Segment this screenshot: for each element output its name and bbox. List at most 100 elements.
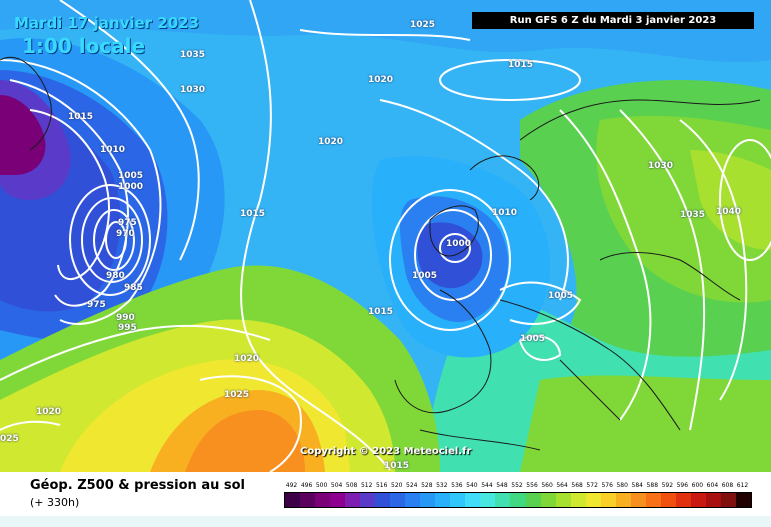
- scale-value-label: 496: [300, 482, 313, 489]
- scale-value-label: 500: [315, 482, 328, 489]
- isobar-label: 1010: [100, 145, 126, 155]
- isobar-label: 1005: [548, 291, 574, 301]
- scale-color-cell: [555, 493, 571, 507]
- isobar-label: 1030: [648, 161, 674, 171]
- scale-value-label: 536: [451, 482, 463, 489]
- isobar-label: 1020: [368, 75, 394, 85]
- scale-value-label: 516: [375, 482, 388, 489]
- isobar-label: 1005: [412, 271, 438, 281]
- scale-color-cell: [600, 493, 616, 507]
- scale-value-label: 504: [330, 482, 343, 489]
- isobar-label: 985: [124, 283, 143, 293]
- scale-color-cell: [645, 493, 661, 507]
- scale-color-cell: [360, 493, 376, 507]
- scale-color-cell: [465, 493, 481, 507]
- scale-value-label: 580: [616, 482, 628, 489]
- scale-color-cell: [525, 493, 541, 507]
- scale-color-cell: [285, 493, 301, 507]
- isobar-label: 980: [106, 271, 125, 281]
- legend-title: Géop. Z500 & pression au sol: [30, 478, 245, 493]
- scale-color-cell: [510, 493, 526, 507]
- isobar-label: 1005: [520, 334, 546, 344]
- scale-color-cell: [435, 493, 451, 507]
- scale-value-label: 600: [691, 482, 704, 489]
- isobar-label: 1015: [384, 461, 410, 471]
- isobar-label: 1015: [68, 112, 94, 122]
- scale-color-cell: [585, 493, 601, 507]
- isobar-label: 1030: [180, 85, 206, 95]
- scale-color-cell: [300, 493, 316, 507]
- scale-color-cell: [735, 493, 751, 507]
- isobar-label: 1000: [118, 182, 144, 192]
- scale-value-label: 596: [676, 482, 689, 489]
- scale-color-cell: [495, 493, 511, 507]
- isobar-label: 970: [116, 229, 135, 239]
- forecast-date-label: Mardi 17 janvier 2023: [14, 14, 200, 32]
- legend-subtitle: (+ 330h): [30, 496, 80, 509]
- isobar-label: 1020: [36, 407, 62, 417]
- forecast-hour-label: 1:00 locale: [22, 34, 146, 58]
- isobar-label: 1025: [224, 390, 250, 400]
- scale-color-cell: [330, 493, 346, 507]
- scale-color-cell: [450, 493, 466, 507]
- scale-value-label: 572: [586, 482, 598, 489]
- isobar-label: 1025: [410, 20, 436, 30]
- scale-color-cell: [660, 493, 676, 507]
- isobar-label: 975: [87, 300, 106, 310]
- isobar-label: 1000: [446, 239, 472, 249]
- isobar-label: 1005: [118, 171, 144, 181]
- legend-footer: Géop. Z500 & pression au sol (+ 330h) 49…: [0, 472, 771, 527]
- scale-value-label: 608: [721, 482, 734, 489]
- scale-color-cell: [375, 493, 391, 507]
- scale-color-cell: [690, 493, 706, 507]
- scale-value-label: 588: [646, 482, 659, 489]
- scale-value-label: 560: [541, 482, 553, 489]
- scale-color-cell: [720, 493, 736, 507]
- scale-value-label: 540: [466, 482, 478, 489]
- scale-color-cell: [345, 493, 361, 507]
- scale-color-cell: [540, 493, 556, 507]
- scale-value-label: 544: [481, 482, 493, 489]
- scale-value-label: 564: [556, 482, 568, 489]
- scale-color-cell: [705, 493, 721, 507]
- color-scale-bar: [284, 492, 752, 508]
- isobar-label: 1015: [368, 307, 394, 317]
- geopotential-map-graphic: [0, 0, 771, 472]
- scale-value-label: 576: [601, 482, 613, 489]
- scale-value-label: 568: [571, 482, 583, 489]
- forecast-map: Mardi 17 janvier 2023 1:00 locale Run GF…: [0, 0, 771, 472]
- isobar-label: 1015: [508, 60, 534, 70]
- scale-color-cell: [390, 493, 406, 507]
- scale-value-label: 532: [436, 482, 448, 489]
- isobar-label: 1040: [716, 207, 742, 217]
- scale-value-label: 612: [736, 482, 749, 489]
- isobar-label: 1010: [492, 208, 518, 218]
- scale-color-cell: [615, 493, 631, 507]
- scale-color-cell: [480, 493, 496, 507]
- scale-value-label: 584: [631, 482, 643, 489]
- isobar-label: 975: [118, 218, 137, 228]
- scale-color-cell: [675, 493, 691, 507]
- scale-value-label: 520: [391, 482, 403, 489]
- scale-value-labels: 492 496 500 504 508 512 516 520 524 528 532 536 540 5…: [284, 482, 750, 492]
- scale-value-label: 552: [511, 482, 523, 489]
- scale-value-label: 592: [661, 482, 674, 489]
- scale-color-cell: [315, 493, 331, 507]
- scale-color-cell: [405, 493, 421, 507]
- scale-value-label: 492: [285, 482, 298, 489]
- scale-color-cell: [570, 493, 586, 507]
- scale-value-label: 512: [360, 482, 373, 489]
- run-info-banner: Run GFS 6 Z du Mardi 3 janvier 2023: [472, 12, 754, 29]
- isobar-label: 1020: [234, 354, 260, 364]
- scale-value-label: 604: [706, 482, 719, 489]
- copyright-notice: Copyright © 2023 Meteociel.fr: [300, 446, 472, 457]
- scale-value-label: 556: [526, 482, 538, 489]
- scale-value-label: 548: [496, 482, 508, 489]
- isobar-label: 1035: [680, 210, 706, 220]
- isobar-label: 025: [0, 434, 19, 444]
- isobar-label: 1020: [318, 137, 344, 147]
- isobar-label: 995: [118, 323, 137, 333]
- isobar-label: 1035: [180, 50, 206, 60]
- scale-value-label: 528: [421, 482, 433, 489]
- isobar-label: 990: [116, 313, 135, 323]
